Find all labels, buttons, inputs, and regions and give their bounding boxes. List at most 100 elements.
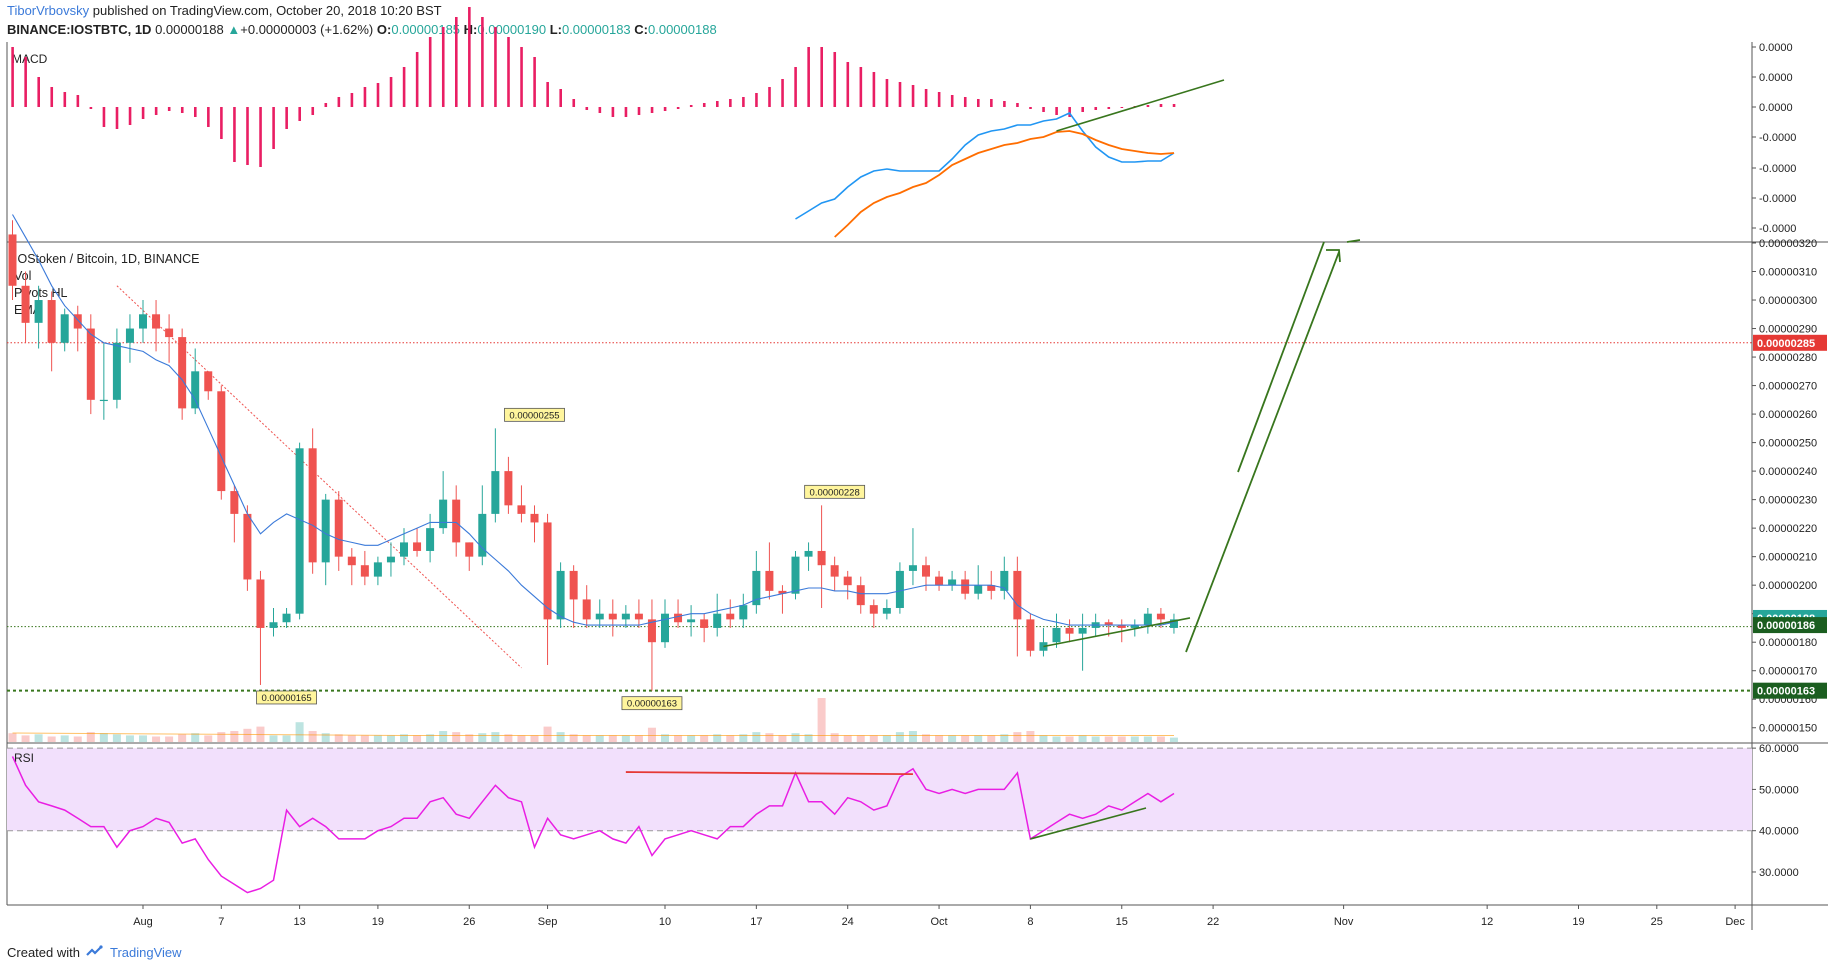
macd-histogram-bar: [1094, 107, 1098, 110]
volume-bar: [165, 736, 174, 742]
footer: Created with TradingView: [7, 942, 182, 962]
candle: [360, 550, 369, 586]
candle: [843, 570, 852, 600]
author-link[interactable]: TiborVrbovsky: [7, 3, 90, 18]
open-label: O:: [376, 22, 392, 37]
candle-body: [112, 342, 121, 400]
candle-body: [139, 314, 147, 329]
candle: [21, 271, 30, 343]
macd-histogram-bar: [415, 52, 419, 107]
candle-body: [465, 542, 474, 557]
candle-body: [439, 499, 448, 529]
candle-body: [269, 622, 278, 628]
candle: [895, 562, 904, 614]
candle: [869, 599, 878, 628]
volume-bar: [99, 733, 108, 742]
close-label: C:: [634, 22, 648, 37]
volume-bar: [752, 732, 761, 742]
candle-body: [256, 579, 265, 628]
macd-histogram-bar: [1055, 107, 1058, 115]
tradingview-link[interactable]: TradingView: [109, 944, 182, 960]
pivot-label: 0.00000163: [627, 699, 677, 710]
candle-body: [935, 576, 944, 586]
macd-histogram-bar: [1068, 107, 1071, 117]
candle-body: [791, 556, 800, 594]
macd-histogram-bar: [624, 107, 628, 117]
candle-body: [125, 328, 134, 343]
macd-histogram-bar: [337, 97, 341, 107]
volume-bar: [608, 735, 617, 742]
candle: [621, 605, 630, 628]
price-change: +0.00000003 (+1.62%): [240, 22, 374, 37]
candle: [778, 585, 787, 614]
price-pane-title: IOStoken / Bitcoin, 1D, BINANCE: [14, 252, 200, 266]
volume-bar: [687, 735, 696, 742]
macd-histogram-bar: [637, 107, 641, 115]
candle-body: [504, 471, 513, 506]
macd-histogram-bar: [154, 107, 158, 115]
volume-bar: [713, 734, 722, 742]
volume-bar: [465, 734, 474, 742]
candle-body: [386, 556, 395, 563]
rsi-resistance-line: [625, 771, 913, 776]
candle: [334, 491, 343, 571]
time-axis-label: 26: [463, 916, 475, 928]
tradingview-logo-icon: [86, 945, 103, 956]
candle: [386, 542, 395, 577]
candle-body: [243, 513, 252, 580]
volume-bar: [517, 735, 526, 742]
macd-histogram-bar: [115, 107, 119, 129]
volume-bar: [1169, 737, 1178, 742]
candle: [34, 285, 43, 349]
target-arrow-head: [1326, 249, 1341, 263]
macd-histogram-bar: [402, 67, 406, 107]
candle: [478, 485, 487, 566]
candle: [974, 565, 983, 600]
macd-line: [795, 111, 1175, 220]
candle: [543, 513, 552, 666]
macd-histogram-bar: [546, 82, 549, 107]
support-price-badge-box: [1753, 682, 1827, 699]
candle: [791, 550, 800, 600]
macd-histogram-bar: [246, 107, 249, 165]
time-axis-label: Nov: [1334, 916, 1354, 928]
macd-histogram-bar: [781, 79, 784, 107]
low-label: L:: [549, 22, 562, 37]
time-axis-label: 7: [218, 916, 224, 928]
macd-axis-label: -0.0000: [1759, 223, 1796, 235]
macd-histogram-bar: [598, 107, 602, 113]
symbol-label: BINANCE:IOSTBTC, 1D: [7, 22, 152, 37]
rsi-axis-label: 40.0000: [1759, 826, 1799, 838]
volume-bar: [491, 732, 500, 742]
candle-body: [47, 300, 56, 343]
candle: [112, 328, 121, 409]
candle-body: [830, 565, 839, 577]
macd-histogram-bar: [911, 85, 915, 107]
volume-bar: [1000, 734, 1009, 742]
candle: [1013, 556, 1022, 657]
macd-histogram-bar: [1003, 101, 1006, 107]
volume-bar: [204, 735, 213, 742]
macd-histogram-bar: [141, 107, 145, 119]
candle-body: [1104, 622, 1113, 626]
volume-bar: [426, 734, 435, 742]
candle: [230, 485, 239, 543]
price-axis-label: 0.00000270: [1759, 381, 1817, 393]
volume-bar: [504, 734, 513, 742]
price-axis-label: 0.00000290: [1759, 324, 1817, 336]
candle: [99, 342, 108, 420]
macd-histogram-bar: [102, 107, 106, 127]
candle-body: [700, 619, 709, 628]
volume-bar: [8, 733, 17, 742]
candle-body: [687, 619, 696, 623]
candle-body: [882, 607, 891, 614]
pivot-label-box: [256, 690, 317, 705]
candle: [739, 593, 748, 628]
time-axis-label: 15: [1116, 916, 1128, 928]
candle-body: [1052, 627, 1061, 643]
candle-body: [908, 565, 917, 571]
macd-histogram-bar: [363, 87, 367, 107]
volume-bar: [478, 733, 487, 742]
candle-body: [334, 499, 343, 557]
